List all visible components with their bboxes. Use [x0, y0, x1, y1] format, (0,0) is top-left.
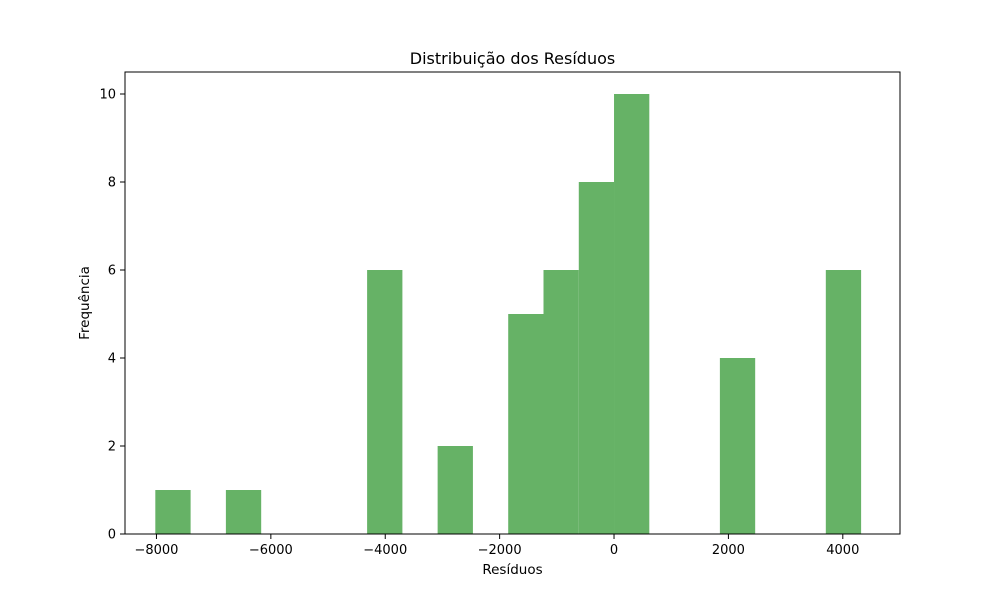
histogram-bar: [543, 270, 579, 534]
y-axis-ticks: 0 2 4 6 8 10: [99, 88, 125, 543]
y-tick-label: 0: [108, 528, 116, 543]
histogram-bar: [508, 314, 544, 534]
histogram-bar: [367, 270, 403, 534]
histogram-bar: [825, 270, 862, 534]
x-axis-ticks: −8000 −6000 −4000 −2000 0 2000 4000: [134, 534, 859, 558]
x-tick-label: −4000: [363, 543, 407, 558]
x-tick-label: −6000: [249, 543, 293, 558]
bars-group: [155, 94, 862, 534]
x-tick-label: 2000: [712, 543, 745, 558]
x-tick-label: 4000: [826, 543, 859, 558]
y-tick-label: 10: [99, 88, 116, 103]
x-axis-label: Resíduos: [482, 562, 542, 578]
histogram-bar: [578, 182, 615, 534]
plot-frame: [124, 71, 901, 535]
x-tick-label: −2000: [478, 543, 522, 558]
chart-title: Distribuição dos Resíduos: [410, 49, 615, 68]
histogram-bar: [437, 446, 473, 534]
y-tick-label: 8: [108, 176, 116, 191]
x-tick-label: 0: [610, 543, 618, 558]
y-tick-label: 6: [108, 264, 116, 279]
y-tick-label: 4: [108, 352, 116, 367]
histogram-bar: [225, 490, 262, 534]
x-tick-label: −8000: [134, 543, 178, 558]
histogram-bar: [719, 358, 756, 534]
histogram-bar: [614, 94, 650, 534]
y-axis-label: Frequência: [77, 266, 93, 340]
histogram-bar: [155, 490, 191, 534]
y-tick-label: 2: [108, 440, 116, 455]
